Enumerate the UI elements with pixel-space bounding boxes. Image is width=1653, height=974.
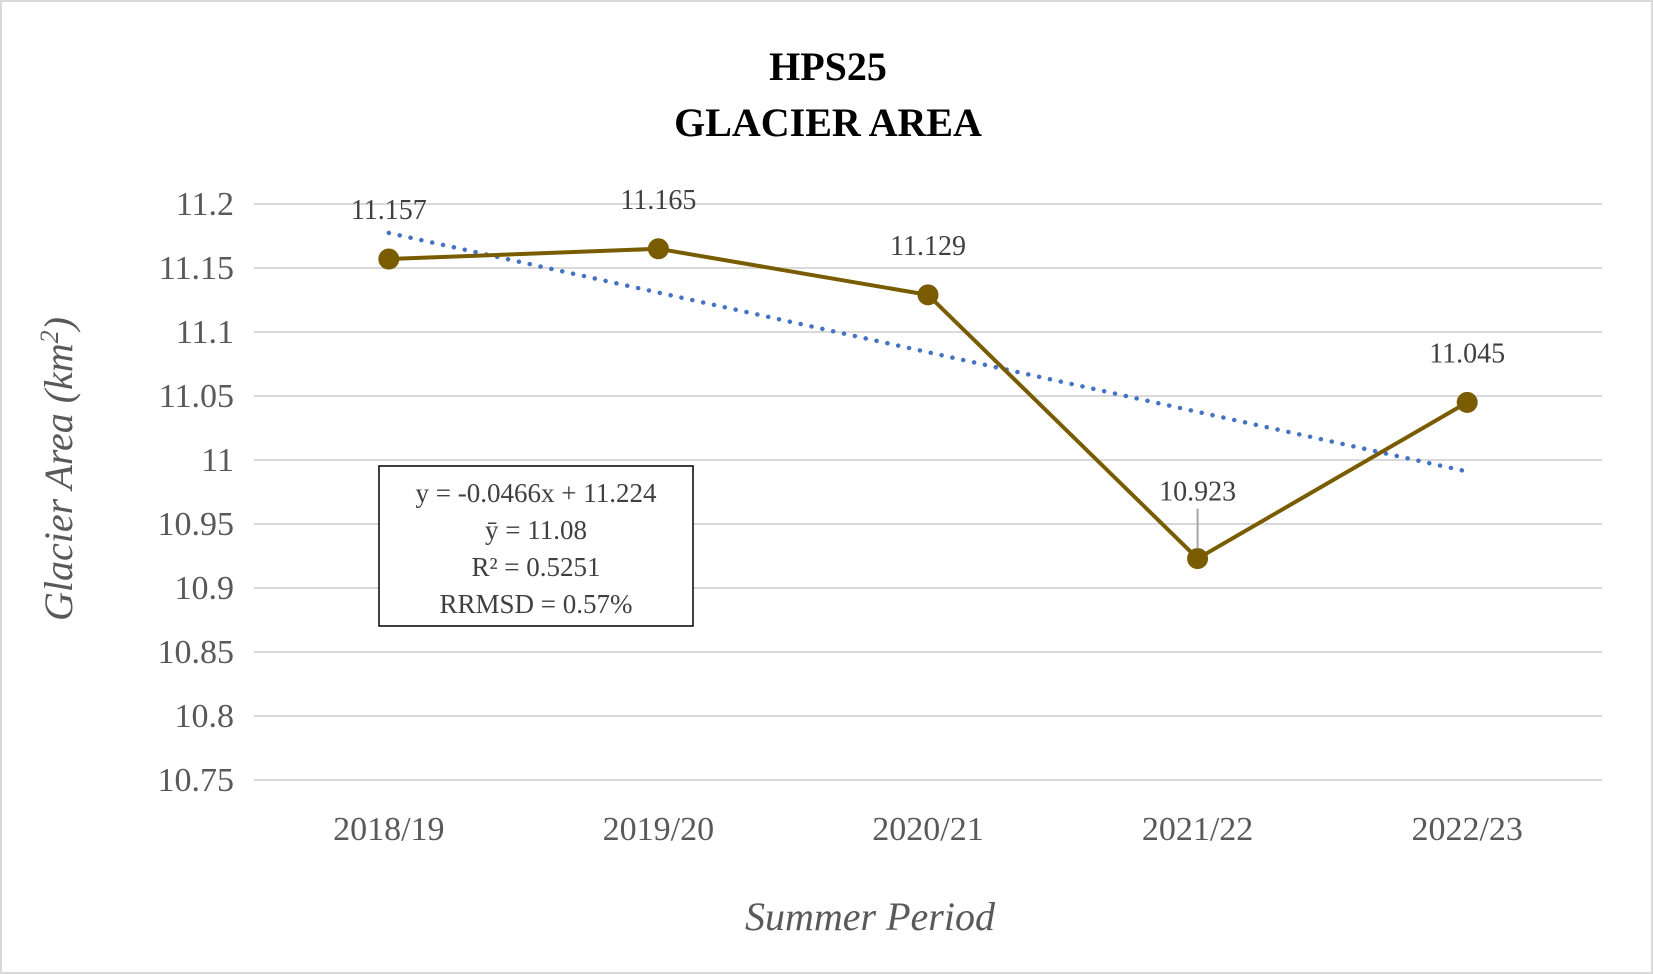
data-labels: 11.157 11.165 11.129 10.923 11.045 (351, 185, 1505, 549)
data-label: 11.129 (890, 231, 966, 262)
stats-r-squared: R² = 0.5251 (471, 552, 600, 582)
data-point (1187, 548, 1209, 570)
y-tick-label: 11.1 (176, 314, 234, 351)
stats-mean: ȳ = 11.08 (485, 515, 587, 545)
chart-title-line2: GLACIER AREA (674, 100, 982, 145)
data-label: 10.923 (1159, 477, 1236, 508)
data-point (1456, 391, 1478, 413)
y-axis-ticks: 11.2 11.15 11.1 11.05 11 10.95 10.9 10.85 10.8 10… (158, 186, 235, 799)
data-label: 11.157 (351, 195, 427, 226)
x-tick-label: 2020/21 (872, 811, 983, 848)
trendline (386, 230, 1470, 474)
data-point (647, 238, 669, 260)
y-tick-label: 10.85 (158, 634, 235, 671)
y-tick-label: 11.15 (159, 250, 234, 287)
data-point (378, 248, 400, 270)
stats-equation: y = -0.0466x + 11.224 (416, 478, 657, 508)
y-tick-label: 11 (201, 442, 234, 479)
chart-title-line1: HPS25 (769, 44, 887, 89)
x-tick-label: 2021/22 (1142, 811, 1253, 848)
data-label: 11.045 (1429, 338, 1505, 369)
x-axis-label: Summer Period (745, 894, 996, 939)
data-point (917, 284, 939, 306)
y-tick-label: 10.8 (175, 698, 235, 735)
x-tick-label: 2022/23 (1411, 811, 1522, 848)
y-tick-label: 10.95 (158, 506, 235, 543)
stats-rrmsd: RRMSD = 0.57% (439, 589, 632, 619)
y-tick-label: 10.75 (158, 762, 235, 799)
y-axis-label: Glacier Area (km2) (35, 317, 82, 621)
data-label: 11.165 (620, 185, 696, 216)
y-tick-label: 11.05 (159, 378, 234, 415)
y-tick-label: 10.9 (175, 570, 235, 607)
x-tick-label: 2019/20 (603, 811, 714, 848)
y-tick-label: 11.2 (176, 186, 234, 223)
trendline-layer (386, 230, 1470, 474)
x-tick-label: 2018/19 (333, 811, 444, 848)
x-axis-ticks: 2018/19 2019/20 2020/21 2021/22 2022/23 (333, 811, 1523, 848)
stats-box-frame (378, 465, 694, 627)
stats-box: y = -0.0466x + 11.224 ȳ = 11.08 R² = 0.5… (378, 465, 694, 627)
